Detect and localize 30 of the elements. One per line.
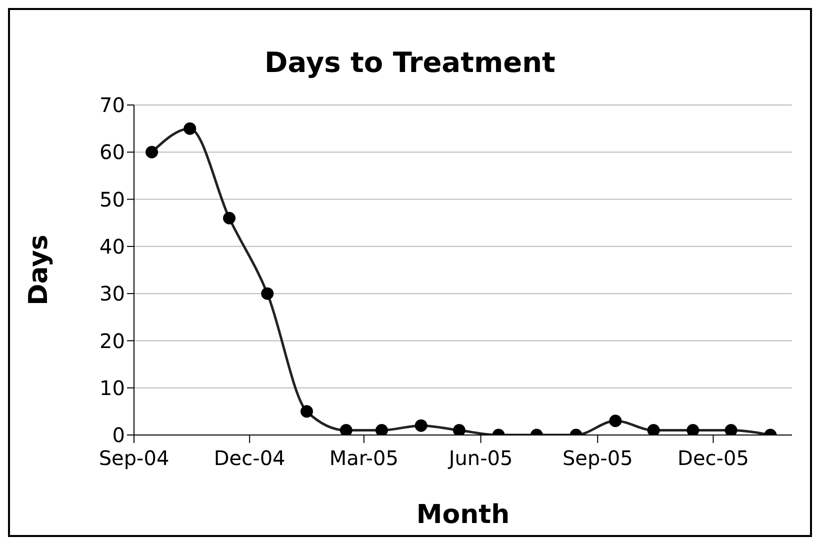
y-tick-label: 20 <box>100 328 125 353</box>
y-axis-title: Days <box>24 234 54 306</box>
point <box>146 146 158 158</box>
point <box>609 414 622 428</box>
point <box>340 424 352 435</box>
point <box>414 419 428 432</box>
x-tick-label: Dec-04 <box>214 446 286 470</box>
chart-title: Days to Treatment <box>264 46 556 79</box>
x-tick-label: Mar-05 <box>329 446 398 470</box>
point <box>375 424 388 435</box>
point <box>300 405 314 418</box>
point <box>261 287 274 300</box>
y-tick-label: 30 <box>100 282 125 306</box>
point <box>452 424 466 435</box>
x-tick-label: Sep-05 <box>562 446 633 470</box>
y-tick-label: 10 <box>100 376 125 400</box>
y-tick-label: 60 <box>100 140 125 164</box>
y-tick-label: 70 <box>100 93 125 118</box>
y-tick-label: 40 <box>100 234 125 259</box>
point <box>647 424 660 435</box>
point <box>724 424 738 435</box>
x-tick-label: Jun-05 <box>446 446 513 470</box>
x-axis-title: Month <box>416 500 510 530</box>
y-tick-label: 0 <box>112 423 125 448</box>
x-tick-label: Dec-05 <box>678 446 749 470</box>
y-tick-label: 50 <box>100 187 125 212</box>
point <box>686 424 700 435</box>
point <box>184 122 196 135</box>
x-tick-label: Sep-04 <box>98 446 170 470</box>
point <box>223 212 236 224</box>
